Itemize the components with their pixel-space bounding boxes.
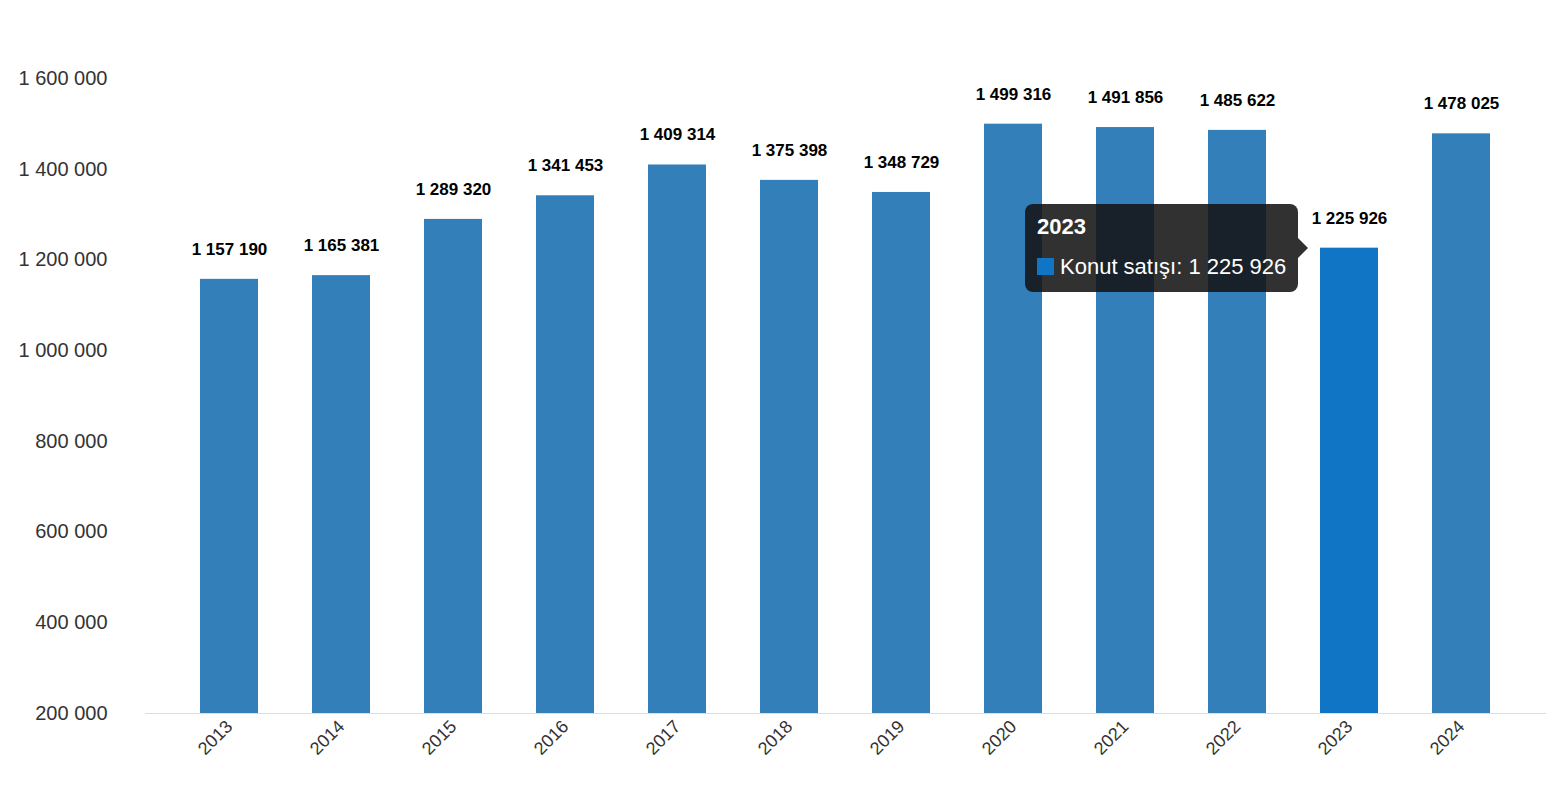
svg-text:400 000: 400 000	[35, 611, 107, 633]
svg-text:600 000: 600 000	[35, 520, 107, 542]
svg-text:1 485 622: 1 485 622	[1200, 91, 1276, 110]
svg-text:1 200 000: 1 200 000	[19, 248, 108, 270]
svg-text:1 348 729: 1 348 729	[864, 153, 940, 172]
svg-text:1 225 926: 1 225 926	[1312, 209, 1388, 228]
svg-text:2016: 2016	[530, 716, 572, 758]
svg-text:1 499 316: 1 499 316	[976, 85, 1052, 104]
svg-text:200 000: 200 000	[35, 702, 107, 724]
svg-text:1 165 381: 1 165 381	[304, 236, 380, 255]
svg-text:2015: 2015	[418, 716, 460, 758]
svg-text:1 600 000: 1 600 000	[19, 67, 108, 89]
svg-text:2014: 2014	[306, 716, 348, 758]
svg-text:1 409 314: 1 409 314	[640, 125, 716, 144]
svg-text:2024: 2024	[1426, 716, 1468, 758]
svg-text:2013: 2013	[194, 716, 236, 758]
svg-text:2018: 2018	[754, 716, 796, 758]
svg-text:1 289 320: 1 289 320	[416, 180, 492, 199]
svg-text:2021: 2021	[1090, 716, 1132, 758]
svg-text:1 400 000: 1 400 000	[19, 158, 108, 180]
svg-text:2022: 2022	[1202, 716, 1244, 758]
svg-text:1 157 190: 1 157 190	[192, 240, 268, 259]
svg-text:1 375 398: 1 375 398	[752, 141, 828, 160]
svg-text:800 000: 800 000	[35, 430, 107, 452]
svg-text:1 341 453: 1 341 453	[528, 156, 604, 175]
html-text:2023: 2023	[1037, 213, 1086, 239]
svg-text:2020: 2020	[978, 716, 1020, 758]
svg-text:2017: 2017	[642, 716, 684, 758]
svg-text:1 478 025: 1 478 025	[1424, 94, 1500, 113]
svg-text:2019: 2019	[866, 716, 908, 758]
svg-text:2023: 2023	[1314, 716, 1356, 758]
svg-text:1 491 856: 1 491 856	[1088, 88, 1164, 107]
html-text:Konut satışı: 1 225 926: Konut satışı: 1 225 926	[1060, 253, 1287, 279]
svg-text:1 000 000: 1 000 000	[19, 339, 108, 361]
